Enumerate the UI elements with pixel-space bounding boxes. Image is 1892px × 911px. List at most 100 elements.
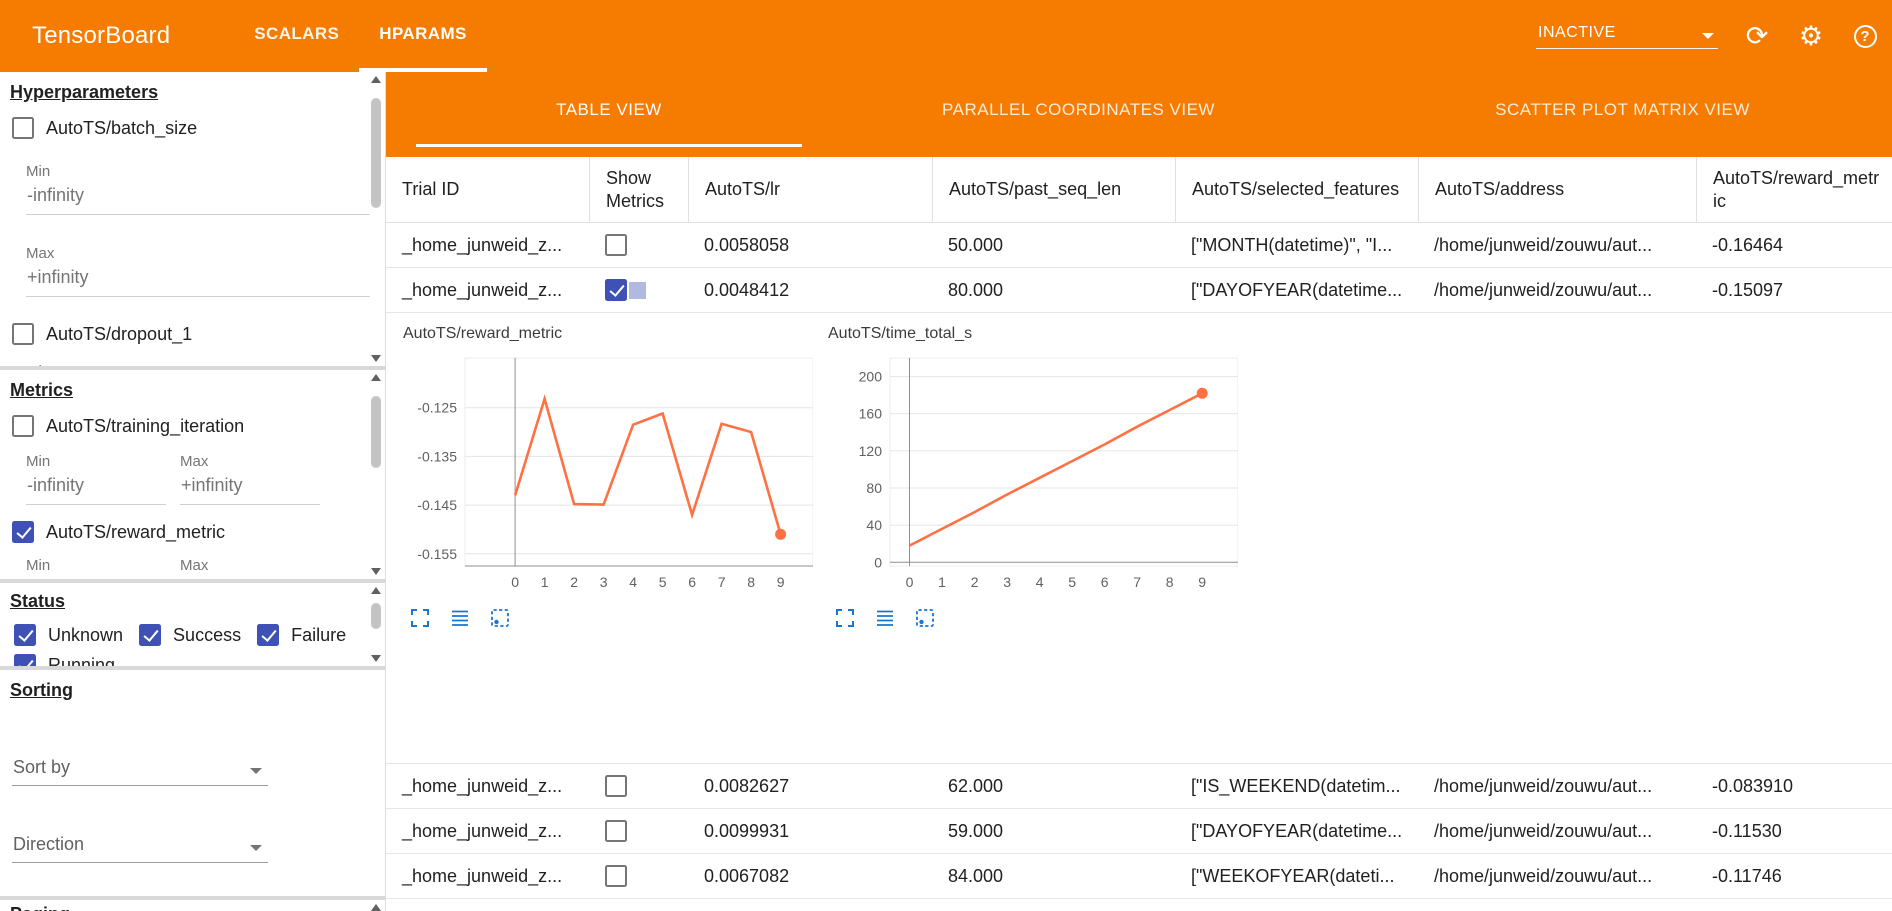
cell-past-seq-len: 59.000 (948, 820, 1004, 841)
checkbox[interactable] (12, 415, 34, 437)
column-header-show-metrics: Show Metrics (589, 157, 688, 222)
show-metrics-checkbox[interactable] (605, 234, 627, 256)
chart-toolbar (834, 607, 1238, 629)
sort-by-select[interactable]: Sort by (12, 757, 268, 786)
tab-scatter-plot-matrix-view[interactable]: SCATTER PLOT MATRIX VIEW (1495, 99, 1750, 119)
column-header-selected-features: AutoTS/selected_features (1175, 157, 1418, 222)
scroll-down-icon[interactable] (371, 568, 381, 575)
table-row: _home_junweid_z... 0.0048412 80.000 ["DA… (386, 268, 1892, 313)
min-label: Min (26, 453, 51, 470)
checkbox[interactable] (14, 624, 36, 646)
cell-selected-features: ["DAYOFYEAR(datetime... (1191, 820, 1403, 841)
max-input[interactable]: +infinity (180, 472, 320, 505)
tab-scalars[interactable]: SCALARS (254, 24, 340, 43)
svg-text:1: 1 (938, 574, 946, 590)
section-scrollbar[interactable] (369, 902, 383, 911)
sidebar-section-status: Status Unknown Success Failure Running (0, 583, 385, 666)
min-input[interactable]: -infinity (26, 472, 166, 505)
scroll-down-icon[interactable] (371, 655, 381, 662)
scrollbar-thumb[interactable] (371, 98, 381, 208)
svg-text:200: 200 (859, 369, 883, 385)
scroll-up-icon[interactable] (371, 904, 381, 911)
cell-address: /home/junweid/zouwu/aut... (1434, 234, 1653, 255)
status-row-failure[interactable]: Failure (257, 624, 346, 646)
settings-button[interactable]: ⚙ (1796, 21, 1826, 51)
table-row: _home_junweid_z... 0.0067082 84.000 ["WE… (386, 854, 1892, 899)
maximize-icon[interactable] (834, 607, 856, 629)
chevron-down-icon (1702, 32, 1714, 39)
svg-text:-0.135: -0.135 (417, 448, 457, 464)
cell-selected-features: ["IS_WEEKEND(datetim... (1191, 775, 1401, 796)
tab-parallel-coordinates-view[interactable]: PARALLEL COORDINATES VIEW (942, 99, 1215, 119)
view-data-table-icon[interactable] (449, 607, 471, 629)
selection-zoom-icon[interactable] (914, 607, 936, 629)
time-total-line-chart[interactable]: 0 40 80 120 160 200 0 1 2 3 4 5 6 7 8 9 (827, 351, 1238, 595)
checkbox[interactable] (14, 654, 36, 666)
metric-label: AutoTS/reward_metric (46, 521, 226, 542)
column-header-past-seq-len: AutoTS/past_seq_len (932, 157, 1175, 222)
scroll-down-icon[interactable] (371, 355, 381, 362)
show-metrics-checkbox[interactable] (605, 775, 627, 797)
metric-row-reward-metric[interactable]: AutoTS/reward_metric (12, 521, 359, 543)
cell-reward-metric: -0.083910 (1712, 775, 1794, 796)
table-row: _home_junweid_z... 0.0099931 59.000 ["DA… (386, 809, 1892, 854)
checkbox[interactable] (12, 117, 34, 139)
selection-zoom-icon[interactable] (489, 607, 511, 629)
session-metrics-panel: AutoTS/reward_metric -0.125 -0.135 -0.145-… (386, 313, 1892, 764)
hparam-label: AutoTS/dropout_1 (46, 323, 193, 344)
hparam-row-batch-size[interactable]: AutoTS/batch_size (12, 117, 359, 139)
scroll-up-icon[interactable] (371, 587, 381, 594)
chevron-down-icon (250, 845, 262, 851)
column-header-trial-id: Trial ID (402, 179, 460, 199)
status-label: Failure (291, 624, 347, 645)
checkbox-ripple (629, 281, 646, 299)
section-scrollbar[interactable] (369, 74, 383, 364)
svg-text:3: 3 (600, 574, 608, 590)
direction-select[interactable]: Direction (12, 834, 268, 863)
scrollbar-thumb[interactable] (371, 396, 381, 468)
show-metrics-checkbox[interactable] (605, 279, 627, 301)
help-button[interactable]: ? (1850, 21, 1880, 51)
max-input[interactable]: +infinity (26, 264, 370, 297)
cell-reward-metric: -0.11746 (1712, 865, 1782, 886)
tab-hparams[interactable]: HPARAMS (359, 0, 487, 72)
cell-lr: 0.0058058 (704, 234, 790, 255)
view-data-table-icon[interactable] (874, 607, 896, 629)
min-label: Min (26, 363, 359, 366)
cell-trial-id: _home_junweid_z... (402, 775, 563, 796)
cell-trial-id: _home_junweid_z... (402, 820, 563, 841)
svg-text:6: 6 (1101, 574, 1109, 590)
reward-metric-line-chart[interactable]: -0.125 -0.135 -0.145 -0.155 0 1 2 3 4 5 6 7 8 9 (402, 351, 813, 595)
reload-status-select[interactable]: INACTIVE (1536, 24, 1718, 49)
status-row-success[interactable]: Success (139, 624, 241, 646)
checkbox[interactable] (139, 624, 162, 646)
cell-address: /home/junweid/zouwu/aut... (1434, 279, 1653, 300)
checkbox[interactable] (12, 323, 34, 345)
maximize-icon[interactable] (409, 607, 431, 629)
status-heading: Status (10, 591, 66, 611)
status-row-unknown[interactable]: Unknown (14, 624, 123, 646)
scroll-up-icon[interactable] (371, 374, 381, 381)
sidebar-section-hyperparameters: Hyperparameters AutoTS/batch_size Min -i… (0, 72, 385, 366)
scroll-up-icon[interactable] (371, 76, 381, 83)
toolbar-actions: INACTIVE ⟳ ⚙ ? (1536, 0, 1880, 72)
refresh-button[interactable]: ⟳ (1742, 21, 1772, 51)
hparam-row-dropout-1[interactable]: AutoTS/dropout_1 (12, 323, 359, 345)
status-row-running[interactable]: Running (14, 654, 115, 666)
section-scrollbar[interactable] (369, 372, 383, 577)
show-metrics-checkbox[interactable] (605, 865, 627, 887)
checkbox[interactable] (12, 521, 34, 543)
show-metrics-checkbox[interactable] (605, 820, 627, 842)
svg-text:1: 1 (541, 574, 549, 590)
reload-status-value: INACTIVE (1538, 23, 1616, 41)
tab-table-view[interactable]: TABLE VIEW (416, 72, 802, 147)
checkbox[interactable] (257, 624, 280, 646)
metric-chart-time-total-s: AutoTS/time_total_s 0 40 80 120 160 200 0 1 2 3 4 5… (827, 325, 1238, 629)
metric-row-training-iteration[interactable]: AutoTS/training_iteration (12, 415, 359, 437)
scrollbar-thumb[interactable] (371, 603, 381, 629)
min-input[interactable]: -infinity (26, 182, 370, 215)
table-row: _home_junweid_z... 0.0058058 50.000 ["MO… (386, 223, 1892, 268)
section-scrollbar[interactable] (369, 585, 383, 664)
cell-past-seq-len: 62.000 (948, 775, 1004, 796)
cell-trial-id: _home_junweid_z... (402, 234, 563, 255)
